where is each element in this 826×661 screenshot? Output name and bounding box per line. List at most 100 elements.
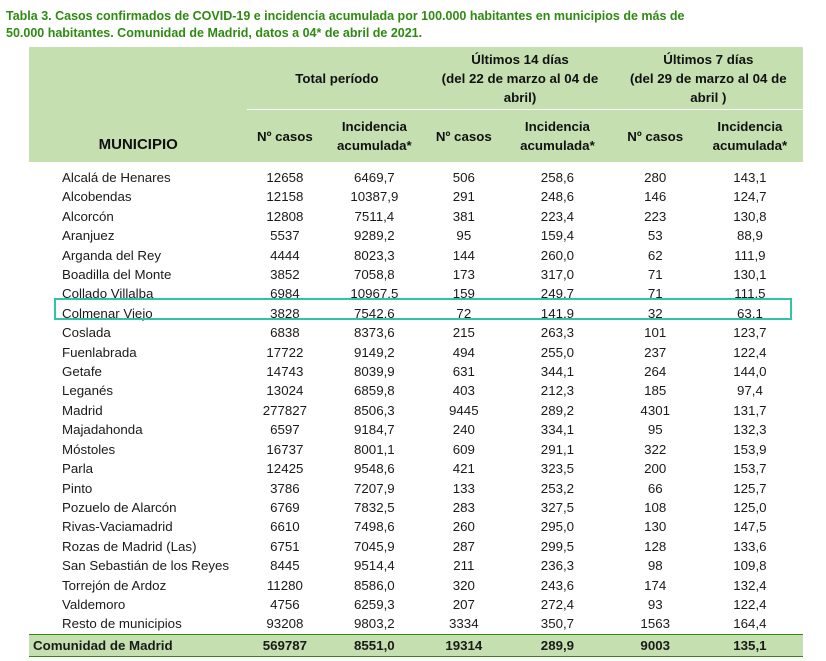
table-cell: 6469,7 (354, 170, 395, 185)
table-cell: 4444 (270, 247, 300, 263)
table-cell: 258,6 (540, 170, 575, 185)
table-row: Madrid 277827 8506,3 9445 289,2 4301 131,7 (29, 401, 803, 420)
table-cell: 9149,2 (354, 344, 395, 360)
header-last7-line3: abril ) (690, 89, 727, 105)
table-cell: 164,4 (733, 616, 767, 632)
table-cell: 101 (644, 325, 667, 341)
table-cell: 122,4 (733, 344, 767, 360)
table-cell: 125,0 (733, 499, 767, 515)
total-cell: 289,9 (501, 633, 614, 657)
table-cell: 609 (452, 441, 475, 457)
table-cell: 6859,8 (354, 383, 395, 399)
table-cell: 108 (644, 499, 667, 515)
table-cell: 299,5 (540, 538, 575, 554)
table-cell: 153,9 (733, 441, 767, 457)
table-cell: 71 (647, 267, 663, 283)
table-cell: 323,5 (540, 461, 575, 477)
table-cell: 141,9 (540, 305, 575, 321)
table-cell: 3334 (449, 616, 479, 632)
municipio-name: Rivas-Vaciamadrid (62, 519, 173, 535)
table-cell: 144 (452, 247, 475, 263)
table-cell: 6259,3 (354, 596, 395, 612)
table-cell: 66 (647, 480, 663, 496)
table-cell: 146 (644, 189, 667, 205)
table-cell: 248,6 (540, 189, 575, 205)
header-incid-14: Incidencia acumulada* (501, 109, 614, 162)
table-cell: 71 (647, 286, 663, 302)
table-cell: 263,3 (540, 325, 575, 341)
header-last7-line1: Últimos 7 días (663, 51, 754, 67)
table-cell: 159 (452, 286, 475, 302)
table-cell: 128 (644, 538, 667, 554)
table-cell: 130,1 (733, 267, 767, 283)
municipio-name: Aranjuez (62, 228, 115, 244)
table-cell: 174 (644, 577, 667, 593)
municipio-name: Rozas de Madrid (Las) (62, 538, 197, 554)
table-cell: 3852 (270, 267, 300, 283)
table-cell: 215 (452, 325, 475, 341)
table-cell: 7832,5 (354, 499, 395, 515)
table-cell: 11280 (266, 577, 303, 593)
table-cell: 9514,4 (354, 558, 395, 574)
table-cell: 403 (452, 383, 475, 399)
table-cell: 109,8 (733, 558, 767, 574)
table-cell: 93208 (266, 616, 304, 632)
table-cell: 3786 (270, 480, 300, 496)
table-row: Majadahonda 6597 9184,7 240 334,1 95 132,3 (29, 420, 803, 439)
table-cell: 14743 (266, 364, 304, 380)
table-cell: 88,9 (736, 228, 763, 244)
municipio-name: Collado Villalba (62, 286, 154, 302)
table-cell: 8023,3 (354, 247, 395, 263)
municipio-name: Valdemoro (62, 596, 126, 612)
municipio-name: San Sebastián de los Reyes (62, 558, 230, 574)
table-cell: 32 (647, 305, 663, 321)
table-cell: 12158 (266, 189, 304, 205)
table-row: Collado Villalba 6984 10967,5 159 249,7 71 111… (29, 284, 803, 303)
table-cell: 9445 (449, 402, 479, 418)
table-cell: 260 (452, 519, 475, 535)
table-cell: 8586,0 (354, 577, 395, 593)
table-row: Boadilla del Monte 3852 7058,8 173 317,0 71 13… (29, 265, 803, 284)
table-cell: 289,2 (540, 402, 575, 418)
table-cell: 287 (452, 538, 475, 554)
total-cell: 569787 (247, 633, 323, 657)
table-cell: 130 (644, 519, 667, 535)
table-cell: 6984 (270, 286, 300, 302)
table-cell: 200 (644, 461, 667, 477)
table-cell: 4301 (640, 402, 671, 418)
incid-l2: acumulada* (712, 138, 788, 153)
table-cell: 6597 (270, 422, 300, 438)
table-cell: 6769 (270, 499, 300, 515)
municipio-name: Leganés (62, 383, 114, 399)
table-cell: 253,2 (540, 480, 575, 496)
header-last14-line1: Últimos 14 días (471, 51, 569, 67)
table-cell: 159,4 (540, 228, 575, 244)
header-last7-line2: (del 29 de marzo al 04 de (629, 70, 787, 86)
table-row: Pinto 3786 7207,9 133 253,2 66 125,7 (29, 479, 803, 498)
table-cell: 133 (452, 480, 475, 496)
table-cell: 255,0 (540, 344, 575, 360)
table-cell: 8039,9 (354, 364, 395, 380)
header-last7: Últimos 7 días (del 29 de marzo al 04 de… (613, 47, 803, 110)
table-cell: 327,5 (540, 499, 575, 515)
header-total: Total período (247, 47, 427, 110)
municipio-name: Resto de municipios (62, 616, 182, 632)
table-cell: 421 (452, 461, 475, 477)
municipio-name: Pinto (62, 480, 93, 496)
table-cell: 62 (647, 247, 663, 263)
table-cell: 143,1 (733, 170, 767, 185)
table-cell: 283 (452, 499, 475, 515)
municipio-name: Móstoles (62, 441, 116, 457)
table-cell: 207 (452, 596, 475, 612)
table-cell: 12425 (266, 461, 304, 477)
table-row: Valdemoro 4756 6259,3 207 272,4 93 122,4 (29, 595, 803, 614)
table-cell: 10967,5 (350, 286, 399, 302)
table-cell: 6610 (270, 519, 300, 535)
table-cell: 153,7 (733, 461, 767, 477)
table-row: Leganés 13024 6859,8 403 212,3 185 97,4 (29, 381, 803, 400)
table-cell: 344,1 (540, 364, 575, 380)
table-cell: 132,3 (733, 422, 767, 438)
table-row: Arganda del Rey 4444 8023,3 144 260,0 62 111,9 (29, 246, 803, 265)
table-cell: 3828 (270, 305, 300, 321)
total-row: Comunidad de Madrid 569787 8551,0 19314 … (29, 633, 803, 657)
